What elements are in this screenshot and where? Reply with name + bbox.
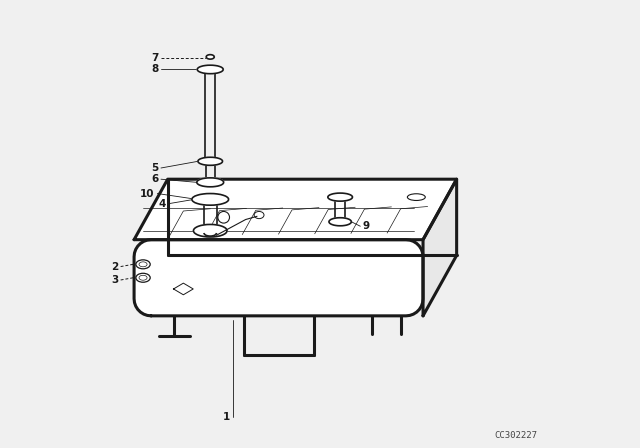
Text: 10: 10 [140,189,154,198]
Text: 6: 6 [152,174,159,184]
Polygon shape [134,240,423,316]
Ellipse shape [198,157,223,165]
Ellipse shape [197,65,223,73]
Polygon shape [423,179,457,316]
Text: 8: 8 [152,65,159,74]
Text: 1: 1 [223,412,230,422]
Text: 5: 5 [152,163,159,173]
Text: 9: 9 [362,221,370,231]
Ellipse shape [197,178,224,187]
Ellipse shape [193,224,227,237]
Text: 2: 2 [111,262,118,271]
Text: 7: 7 [151,53,159,63]
Ellipse shape [206,55,214,59]
Ellipse shape [329,218,351,226]
Ellipse shape [192,194,228,205]
Text: CC302227: CC302227 [494,431,538,440]
Polygon shape [134,179,457,240]
Ellipse shape [328,193,353,201]
Text: 4: 4 [158,199,165,209]
Text: 3: 3 [111,275,118,285]
